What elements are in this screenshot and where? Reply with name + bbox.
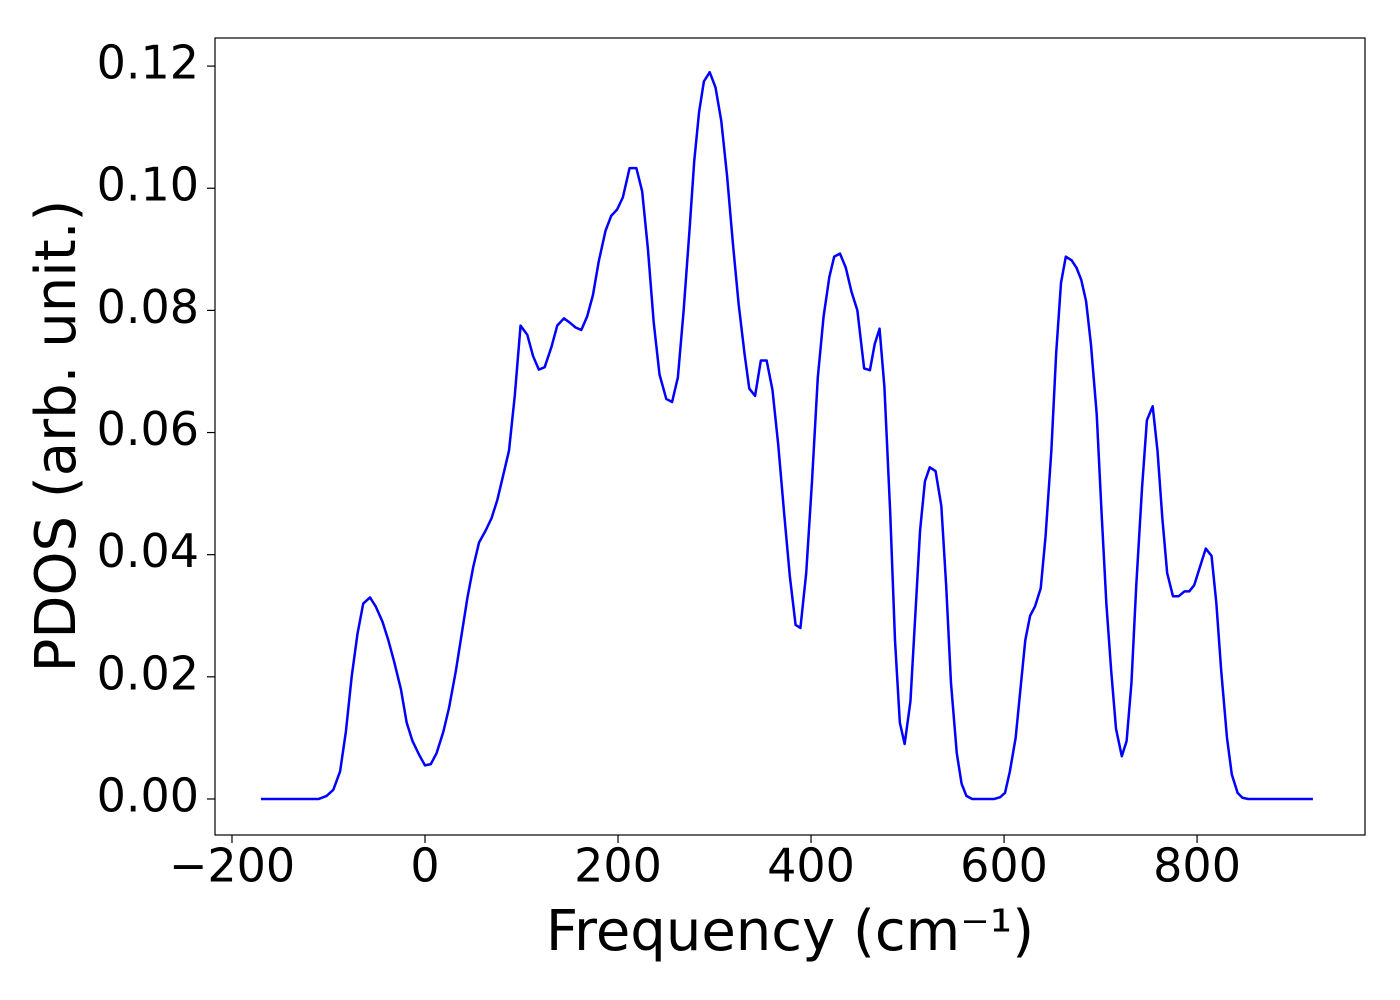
data-line [260, 70, 1313, 801]
x-tick-label: 200 [574, 839, 662, 893]
y-axis-label: PDOS (arb. unit.) [24, 200, 89, 673]
x-axis-label: Frequency (cm⁻¹) [546, 899, 1034, 964]
y-tick-label: 0.06 [97, 402, 199, 456]
x-tick-label: 600 [960, 839, 1048, 893]
y-tick-label: 0.04 [97, 524, 199, 578]
y-tick-label: 0.10 [97, 158, 199, 212]
x-tick-label: 0 [410, 839, 439, 893]
y-tick-label: 0.00 [97, 768, 199, 822]
x-tick-label: 400 [767, 839, 855, 893]
x-tick-label: 800 [1153, 839, 1241, 893]
x-tick-label: −200 [169, 839, 295, 893]
y-tick-label: 0.08 [97, 280, 199, 334]
y-tick-label: 0.02 [97, 646, 199, 700]
y-tick-label: 0.12 [97, 36, 199, 90]
plot-frame [214, 37, 1366, 836]
